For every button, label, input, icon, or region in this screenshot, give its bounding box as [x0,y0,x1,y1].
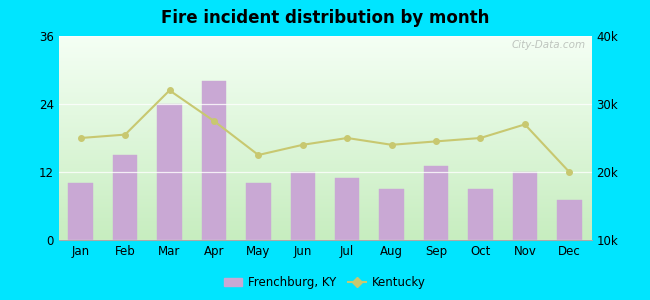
Bar [380,189,404,240]
Bar [291,172,315,240]
Bar [246,183,270,240]
Bar [113,155,137,240]
Bar [157,104,182,240]
Bar [424,166,448,240]
Bar [513,172,537,240]
Bar [202,81,226,240]
Bar [68,183,93,240]
Bar [557,200,582,240]
Text: City-Data.com: City-Data.com [512,40,586,50]
Bar [468,189,493,240]
Legend: Frenchburg, KY, Kentucky: Frenchburg, KY, Kentucky [220,272,430,294]
Text: Fire incident distribution by month: Fire incident distribution by month [161,9,489,27]
Bar [335,178,359,240]
